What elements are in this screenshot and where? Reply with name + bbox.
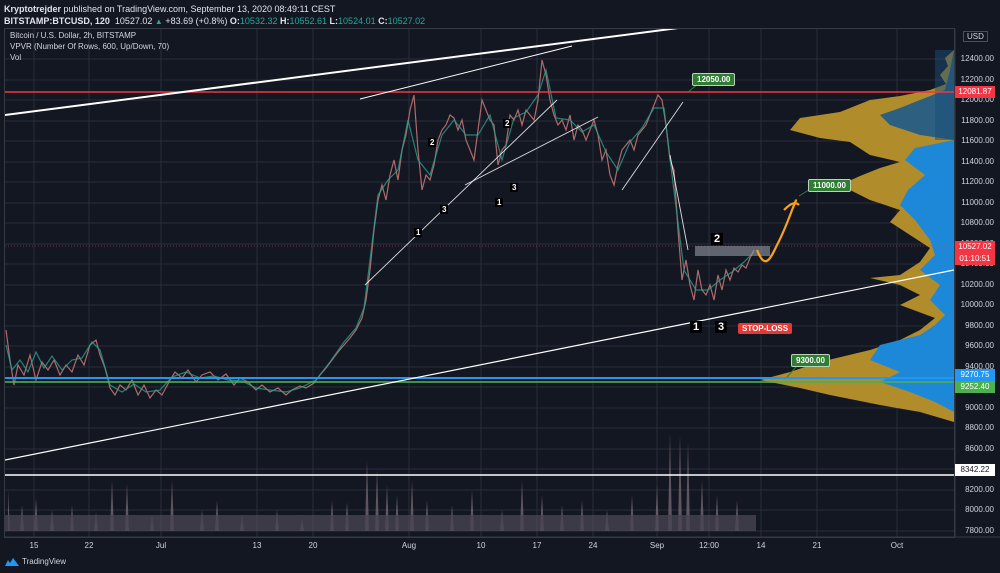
price-tag: 12081.87 [955,86,995,98]
y-tick-label: 9600.00 [965,341,994,350]
currency-label[interactable]: USD [963,31,988,42]
y-tick-label: 11600.00 [961,136,994,145]
wave-label-3b: 3 [510,183,519,192]
brand-label: TradingView [22,557,67,566]
close-value: 10527.02 [387,16,426,26]
y-tick-label: 10200.00 [960,279,994,289]
close-label: C: [378,16,388,26]
y-tick-label: 9400.00 [965,361,994,371]
tradingview-brand[interactable]: TradingView [5,557,66,566]
price-tag: 01:10:51 [955,253,995,265]
wave-label-3: 3 [440,205,449,214]
high-label: H: [279,16,290,26]
x-tick-label: 20 [308,541,318,550]
target-label-12050: 12050.00 [692,73,736,86]
y-tick-label: 10800.00 [960,218,994,227]
y-tick-label: 10000.00 [960,300,994,309]
last-price: 10527.02 [114,16,153,26]
publication-header: Kryptotrejder published on TradingView.c… [4,3,425,28]
price-tag: 9252.40 [955,381,995,393]
tradingview-logo-icon [5,558,19,566]
x-tick-label: 24 [588,541,598,550]
wave-label-2c: 2 [711,233,724,245]
target-label-11000: 11000.00 [808,179,851,192]
y-tick-label: 12400.00 [960,54,994,63]
volume-bars [5,432,756,531]
legend-vpvr[interactable]: VPVR (Number Of Rows, 600, Up/Down, 70) [10,42,170,51]
x-tick-label: 10 [476,541,486,550]
up-arrow-icon: ▲ [154,17,163,26]
wave-label-1c: 1 [690,321,703,333]
y-tick-label: 8200.00 [965,484,994,494]
wave-label-2: 2 [428,138,437,147]
x-tick-label: 12:00 [698,541,720,550]
x-tick-label: Aug [401,541,417,550]
y-tick-label: 11400.00 [961,156,994,166]
wave-label-1: 1 [414,228,423,237]
open-value: 10532.32 [239,16,278,26]
x-tick-label: 13 [252,541,262,550]
wave-label-1b: 1 [495,198,504,207]
author-name[interactable]: Kryptotrejder [4,4,62,14]
resistance-zone [695,246,770,256]
chart-legend: Bitcoin / U.S. Dollar, 2h, BITSTAMP VPVR… [10,30,169,63]
y-tick-label: 8000.00 [965,505,994,514]
x-tick-label: 22 [84,541,94,550]
y-tick-label: 8800.00 [965,423,994,432]
legend-title[interactable]: Bitcoin / U.S. Dollar, 2h, BITSTAMP [10,31,137,40]
symbol: BITSTAMP:BTCUSD, 120 [4,16,110,26]
wave-label-2b: 2 [503,119,512,128]
trend-lines [5,29,954,461]
low-value: 10524.01 [338,16,376,26]
high-value: 10552.61 [289,16,328,26]
x-tick-label: 21 [812,541,822,550]
candle-series [5,59,755,400]
y-tick-label: 11000.00 [961,197,994,207]
y-tick-label: 12000.00 [960,95,994,104]
y-tick-label: 11800.00 [961,115,994,125]
publish-info: published on TradingView.com, September … [63,4,336,14]
x-tick-label: Sep [649,541,665,550]
price-tag: 8342.22 [955,464,995,476]
grid-lines [5,29,954,537]
price-tag: 9270.75 [955,369,995,381]
stop-loss-label: STOP-LOSS [738,323,793,334]
projection-arrow [755,199,800,263]
y-tick-label: 12200.00 [960,74,994,84]
y-tick-label: 9800.00 [965,320,994,330]
x-tick-label: 15 [29,541,39,550]
volume-profile [760,50,954,422]
legend-vol[interactable]: Vol [10,53,22,62]
price-change: +83.69 (+0.8%) [165,16,228,26]
x-tick-label: 17 [532,541,542,550]
y-tick-label: 11200.00 [961,177,994,186]
x-tick-label: 14 [756,541,766,550]
low-label: L: [329,16,339,26]
symbol-line: BITSTAMP:BTCUSD, 120 10527.02 ▲ +83.69 (… [4,15,425,28]
y-tick-label: 9000.00 [965,402,994,412]
y-tick-label: 8600.00 [965,443,994,453]
price-tag: 10527.02 [955,241,995,253]
x-tick-label: Oct [890,541,904,550]
y-tick-label: 7800.00 [965,525,994,535]
target-label-9300: 9300.00 [791,354,830,367]
x-tick-label: Jul [155,541,167,550]
open-label: O: [229,16,240,26]
wave-label-3c: 3 [715,321,728,333]
